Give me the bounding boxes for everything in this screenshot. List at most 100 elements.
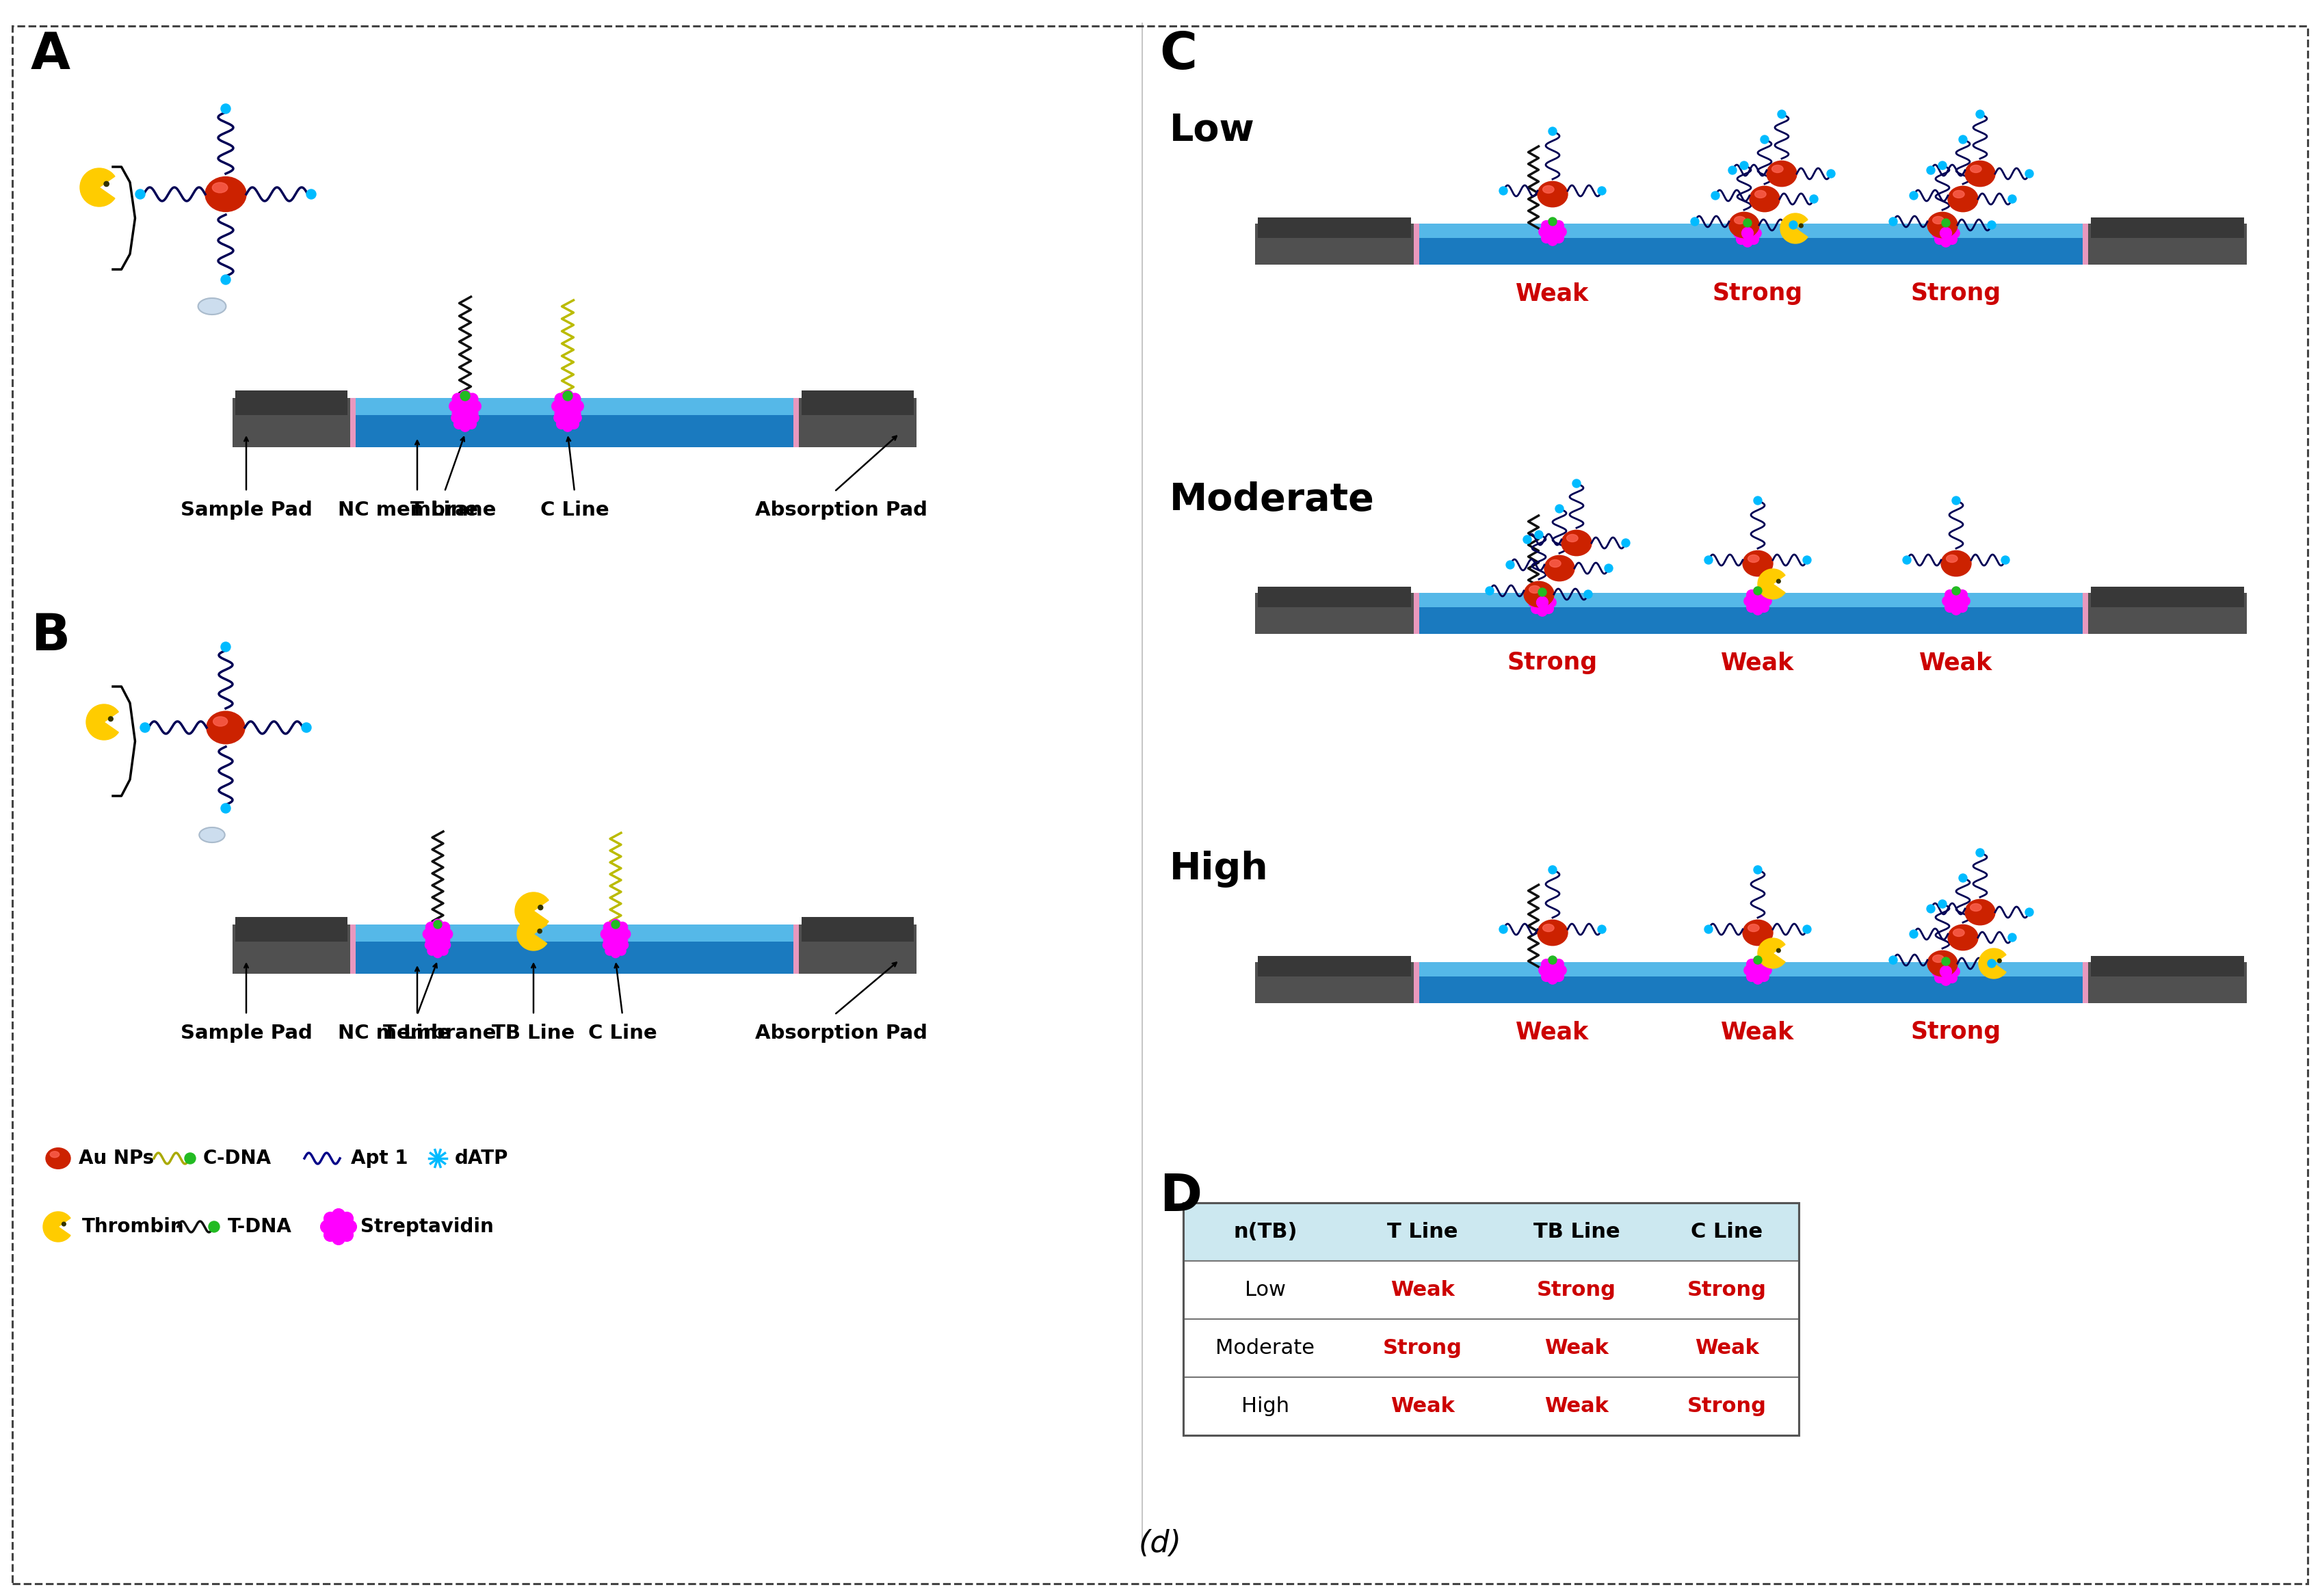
Circle shape <box>610 919 622 930</box>
Circle shape <box>459 391 471 401</box>
Ellipse shape <box>51 1151 60 1157</box>
Circle shape <box>1557 227 1566 236</box>
Circle shape <box>1554 220 1564 230</box>
Circle shape <box>1789 220 1798 230</box>
Text: Thrombin: Thrombin <box>81 1218 183 1237</box>
Circle shape <box>186 1152 195 1163</box>
Circle shape <box>343 1221 357 1234</box>
Circle shape <box>601 929 610 940</box>
Circle shape <box>1543 591 1554 602</box>
Text: TB Line: TB Line <box>1534 1223 1619 1242</box>
Circle shape <box>1538 227 1547 236</box>
Circle shape <box>1554 959 1564 969</box>
Circle shape <box>1754 587 1763 597</box>
FancyBboxPatch shape <box>1255 962 1413 1004</box>
Circle shape <box>610 940 622 950</box>
Circle shape <box>1538 966 1547 975</box>
Circle shape <box>1547 217 1557 225</box>
Circle shape <box>1958 591 1967 600</box>
Ellipse shape <box>1550 560 1561 567</box>
Circle shape <box>1585 591 1592 598</box>
Circle shape <box>1573 479 1580 487</box>
Text: Moderate: Moderate <box>1216 1337 1315 1358</box>
Text: Strong: Strong <box>1508 651 1598 674</box>
FancyBboxPatch shape <box>798 924 916 974</box>
FancyBboxPatch shape <box>1420 592 2083 634</box>
Circle shape <box>619 940 629 950</box>
Circle shape <box>1754 956 1761 964</box>
Circle shape <box>1506 560 1515 568</box>
Circle shape <box>306 190 316 200</box>
Circle shape <box>1958 136 1967 144</box>
Circle shape <box>564 391 573 401</box>
Circle shape <box>2025 169 2032 177</box>
Circle shape <box>325 1229 336 1242</box>
Text: Absorption Pad: Absorption Pad <box>754 1023 928 1042</box>
Text: Strong: Strong <box>1687 1280 1766 1299</box>
Circle shape <box>1988 959 1995 967</box>
Circle shape <box>1752 595 1763 606</box>
Circle shape <box>2009 195 2016 203</box>
Circle shape <box>1933 967 1942 977</box>
Circle shape <box>1754 587 1761 595</box>
Text: Strong: Strong <box>1912 282 2002 305</box>
Circle shape <box>603 940 612 950</box>
Circle shape <box>109 717 114 721</box>
Circle shape <box>425 940 434 950</box>
Wedge shape <box>515 892 548 929</box>
Circle shape <box>561 399 575 413</box>
Circle shape <box>332 1208 346 1221</box>
Circle shape <box>617 935 629 946</box>
Circle shape <box>220 104 230 113</box>
Circle shape <box>1543 603 1554 613</box>
Ellipse shape <box>1949 187 1979 212</box>
Wedge shape <box>79 168 116 206</box>
Circle shape <box>1531 591 1540 602</box>
Circle shape <box>538 929 543 934</box>
Text: Sample Pad: Sample Pad <box>181 501 313 520</box>
Circle shape <box>1747 972 1756 982</box>
Circle shape <box>1933 228 1942 238</box>
Circle shape <box>1926 905 1935 913</box>
Circle shape <box>1745 966 1754 975</box>
Circle shape <box>561 410 573 421</box>
Circle shape <box>1946 961 1958 970</box>
Circle shape <box>603 935 615 946</box>
Circle shape <box>1547 964 1559 977</box>
Circle shape <box>1742 219 1752 230</box>
Circle shape <box>1712 192 1719 200</box>
Ellipse shape <box>1942 551 1972 576</box>
Wedge shape <box>1979 948 2007 978</box>
Circle shape <box>1951 595 1963 606</box>
Text: Strong: Strong <box>1712 282 1803 305</box>
Circle shape <box>1940 966 1951 977</box>
Ellipse shape <box>1566 535 1578 543</box>
Circle shape <box>1547 236 1557 246</box>
Circle shape <box>1547 956 1557 966</box>
Text: Absorption Pad: Absorption Pad <box>754 501 928 520</box>
Circle shape <box>1598 187 1605 195</box>
Circle shape <box>1926 166 1935 174</box>
Circle shape <box>1605 563 1612 573</box>
Text: Low: Low <box>1246 1280 1285 1299</box>
Ellipse shape <box>1749 187 1779 212</box>
Circle shape <box>1935 222 1944 231</box>
Circle shape <box>425 935 436 946</box>
Circle shape <box>568 409 580 420</box>
Circle shape <box>1747 602 1756 613</box>
Circle shape <box>432 927 443 940</box>
Circle shape <box>1810 195 1819 203</box>
FancyBboxPatch shape <box>1183 1318 1798 1377</box>
Circle shape <box>434 932 443 942</box>
FancyBboxPatch shape <box>232 397 916 447</box>
Circle shape <box>135 190 144 200</box>
Circle shape <box>1937 161 1946 169</box>
Ellipse shape <box>1933 954 1944 962</box>
Circle shape <box>1554 233 1564 243</box>
Text: C Line: C Line <box>587 1023 657 1042</box>
Circle shape <box>1749 222 1759 231</box>
Text: Apt 1: Apt 1 <box>350 1149 408 1168</box>
Circle shape <box>1935 235 1944 244</box>
Circle shape <box>1740 161 1749 169</box>
Circle shape <box>1942 975 1951 985</box>
